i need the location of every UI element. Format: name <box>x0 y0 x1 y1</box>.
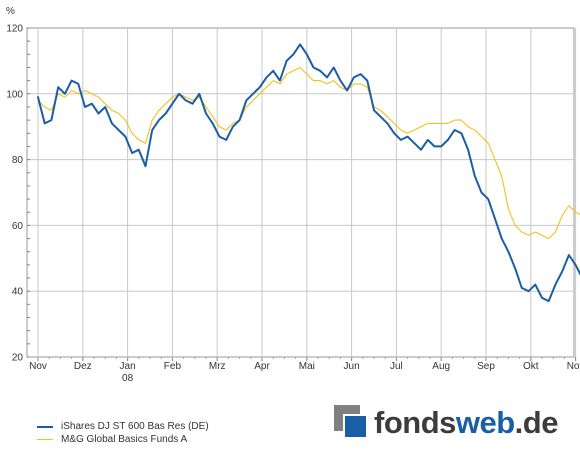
x-tick-label: Jun <box>344 361 360 372</box>
x-tick-label: Mai <box>299 361 315 372</box>
y-tick-label: 20 <box>12 353 24 364</box>
legend-item-series-2: M&G Global Basics Funds A <box>37 433 209 446</box>
legend-label-series-1: iShares DJ ST 600 Bas Res (DE) <box>61 421 209 432</box>
x-tick-label: Dez <box>74 361 92 372</box>
y-tick-label: 60 <box>12 221 24 232</box>
x-tick-label: Apr <box>254 361 270 372</box>
x-tick-label: Nov <box>29 361 47 372</box>
y-tick-label: 100 <box>6 89 23 100</box>
x-tick-label: Jul <box>390 361 403 372</box>
series-line-ishares <box>37 43 580 303</box>
legend-item-series-1: iShares DJ ST 600 Bas Res (DE) <box>37 420 209 433</box>
logo-wordmark: fondsweb.de <box>374 404 558 440</box>
y-tick-label: 80 <box>12 155 24 166</box>
x-tick-label: Okt <box>523 361 539 372</box>
plot-area <box>26 27 575 358</box>
chart-legend: iShares DJ ST 600 Bas Res (DE) M&G Globa… <box>37 420 209 446</box>
y-axis-unit-label: % <box>6 6 15 17</box>
x-tick-label: Mrz <box>209 361 226 372</box>
legend-swatch-series-1 <box>37 425 53 428</box>
x-tick-label: Aug <box>432 361 450 372</box>
x-tick-label: Nov <box>567 361 580 372</box>
x-tick-label: Jan <box>120 361 136 372</box>
y-tick-label: 40 <box>12 287 24 298</box>
series-line-mg <box>37 66 580 240</box>
legend-label-series-2: M&G Global Basics Funds A <box>61 434 188 445</box>
x-tick-sublabel: 08 <box>122 373 134 384</box>
y-tick-label: 120 <box>6 24 23 35</box>
legend-swatch-series-2 <box>37 439 53 440</box>
fondsweb-logo: fondsweb.de <box>334 402 558 442</box>
x-tick-label: Feb <box>164 361 182 372</box>
logo-mark-icon <box>334 405 368 439</box>
x-tick-label: Sep <box>477 361 495 372</box>
